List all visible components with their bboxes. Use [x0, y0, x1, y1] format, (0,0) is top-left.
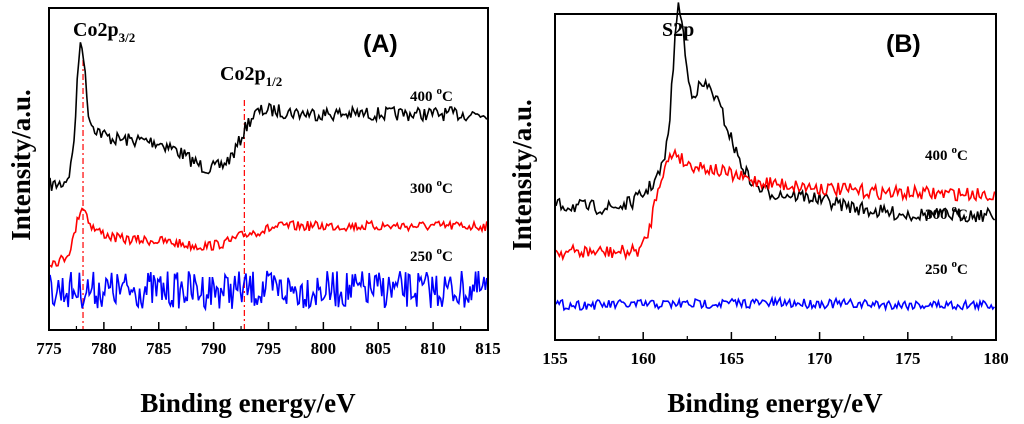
a-ticks-label-790: 790 [201, 339, 227, 358]
a-ticks-label-785: 785 [146, 339, 172, 358]
a-ticks-label-805: 805 [366, 339, 392, 358]
peak-label-co2p32-name: Co2p [73, 19, 119, 41]
panel-b-frame [554, 13, 997, 341]
panel-a-series-250 [49, 270, 488, 312]
b-ticks-label-180: 180 [983, 349, 1009, 368]
peak-label-s2p: S2p [662, 19, 694, 41]
panel-a-frame [48, 7, 489, 331]
peak-label-co2p32: Co2p3/2 [73, 19, 135, 45]
panel-b: Binding energy/eV Intensity/a.u. 155 160 1… [507, 2, 1009, 418]
a-ticks-label-810: 810 [420, 339, 446, 358]
panel-b-xlabel: Binding energy/eV [667, 388, 883, 418]
panel-a-series-400 [49, 42, 488, 191]
peak-label-co2p12: Co2p1/2 [220, 63, 282, 89]
panel-b-legend-300: 300 oC [925, 203, 968, 223]
panel-a-xlabel: Binding energy/eV [140, 388, 356, 418]
a-ticks-label-775: 775 [36, 339, 62, 358]
panel-a-legend-250: 250 oC [410, 245, 453, 265]
peak-label-co2p12-name: Co2p [220, 63, 266, 85]
b-ticks-label-155: 155 [542, 349, 568, 368]
panel-a-legend-400: 400 oC [410, 85, 453, 105]
panel-b-series-400 [555, 2, 996, 223]
panel-a-series-300 [49, 207, 488, 269]
panel-b-legend-400: 400 oC [925, 144, 968, 164]
b-ticks-label-160: 160 [630, 349, 656, 368]
panel-a-legend-300: 300 oC [410, 177, 453, 197]
a-ticks-label-815: 815 [475, 339, 501, 358]
b-ticks-label-170: 170 [807, 349, 833, 368]
panel-b-label: (B) [886, 30, 921, 58]
panel-a: Binding energy/eV Intensity/a.u. 775 780 7… [6, 7, 501, 418]
b-ticks-label-175: 175 [895, 349, 921, 368]
panel-b-legend-250: 250 oC [925, 258, 968, 278]
peak-label-co2p12-sub: 1/2 [266, 74, 283, 89]
panel-b-ylabel: Intensity/a.u. [507, 99, 537, 251]
panel-b-series-300 [555, 147, 996, 262]
panel-b-series-250 [555, 295, 996, 312]
peak-label-co2p32-sub: 3/2 [119, 30, 136, 45]
panel-b-x-ticks: 155 160 165 170 175 180 [542, 332, 1009, 368]
a-ticks-label-780: 780 [91, 339, 117, 358]
a-ticks-label-800: 800 [311, 339, 337, 358]
panel-a-x-ticks: 775 780 785 790 795 800 805 810 815 [36, 322, 501, 358]
a-ticks-label-795: 795 [256, 339, 282, 358]
b-ticks-label-165: 165 [719, 349, 745, 368]
panel-a-ylabel: Intensity/a.u. [6, 89, 36, 241]
panel-a-label: (A) [363, 30, 398, 58]
